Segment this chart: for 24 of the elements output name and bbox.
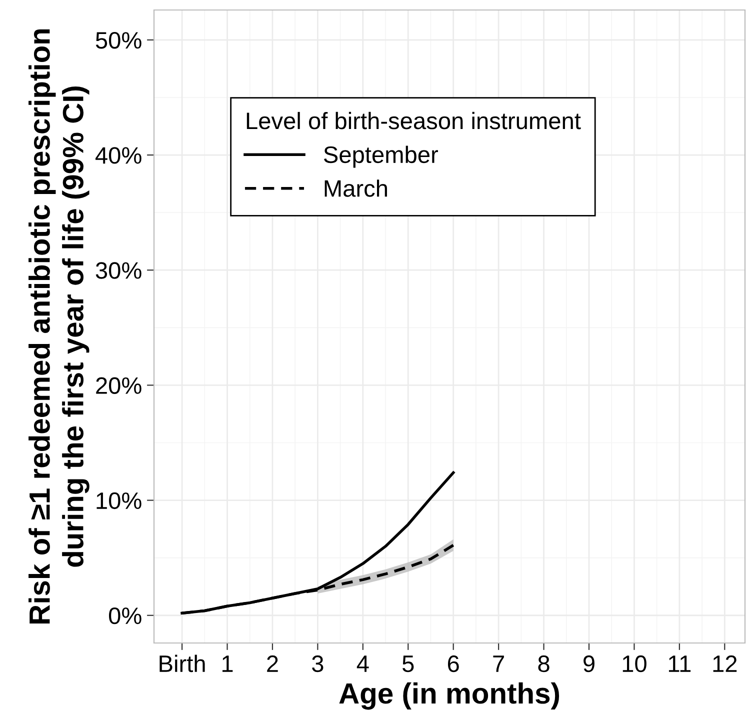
x-tick-label: 11 (668, 656, 691, 672)
x-tick-label: 1 (222, 656, 233, 672)
y-tick-label: 10% (96, 492, 142, 510)
legend-label: March (324, 180, 387, 197)
x-tick-label: 3 (312, 655, 324, 672)
y-tick-label: 50% (96, 32, 142, 49)
x-tick-label: Birth (160, 654, 205, 672)
legend-title: Level of birth-season instrument (246, 112, 581, 130)
x-tick-label: 9 (584, 655, 594, 672)
y-axis-title: Risk of ≥1 redeemed antibiotic prescription during the first year of life (99% CI) (28, 29, 90, 624)
y-tick-label: 0% (108, 607, 142, 624)
legend-label: September (324, 146, 438, 168)
x-tick-label: 6 (448, 655, 459, 672)
x-tick-label: 5 (402, 656, 414, 672)
x-tick-label: 4 (356, 656, 369, 672)
y-tick-label: 20% (96, 377, 142, 394)
x-tick-label: 8 (538, 655, 550, 672)
y-tick-label: 40% (95, 147, 142, 164)
x-tick-label: 10 (622, 655, 646, 672)
x-axis-title: Age (in months) (339, 682, 560, 710)
y-tick-label: 30% (96, 262, 142, 279)
x-tick-label: 12 (713, 655, 737, 672)
x-tick-label: 2 (267, 655, 278, 672)
x-tick-label: 7 (493, 656, 504, 672)
